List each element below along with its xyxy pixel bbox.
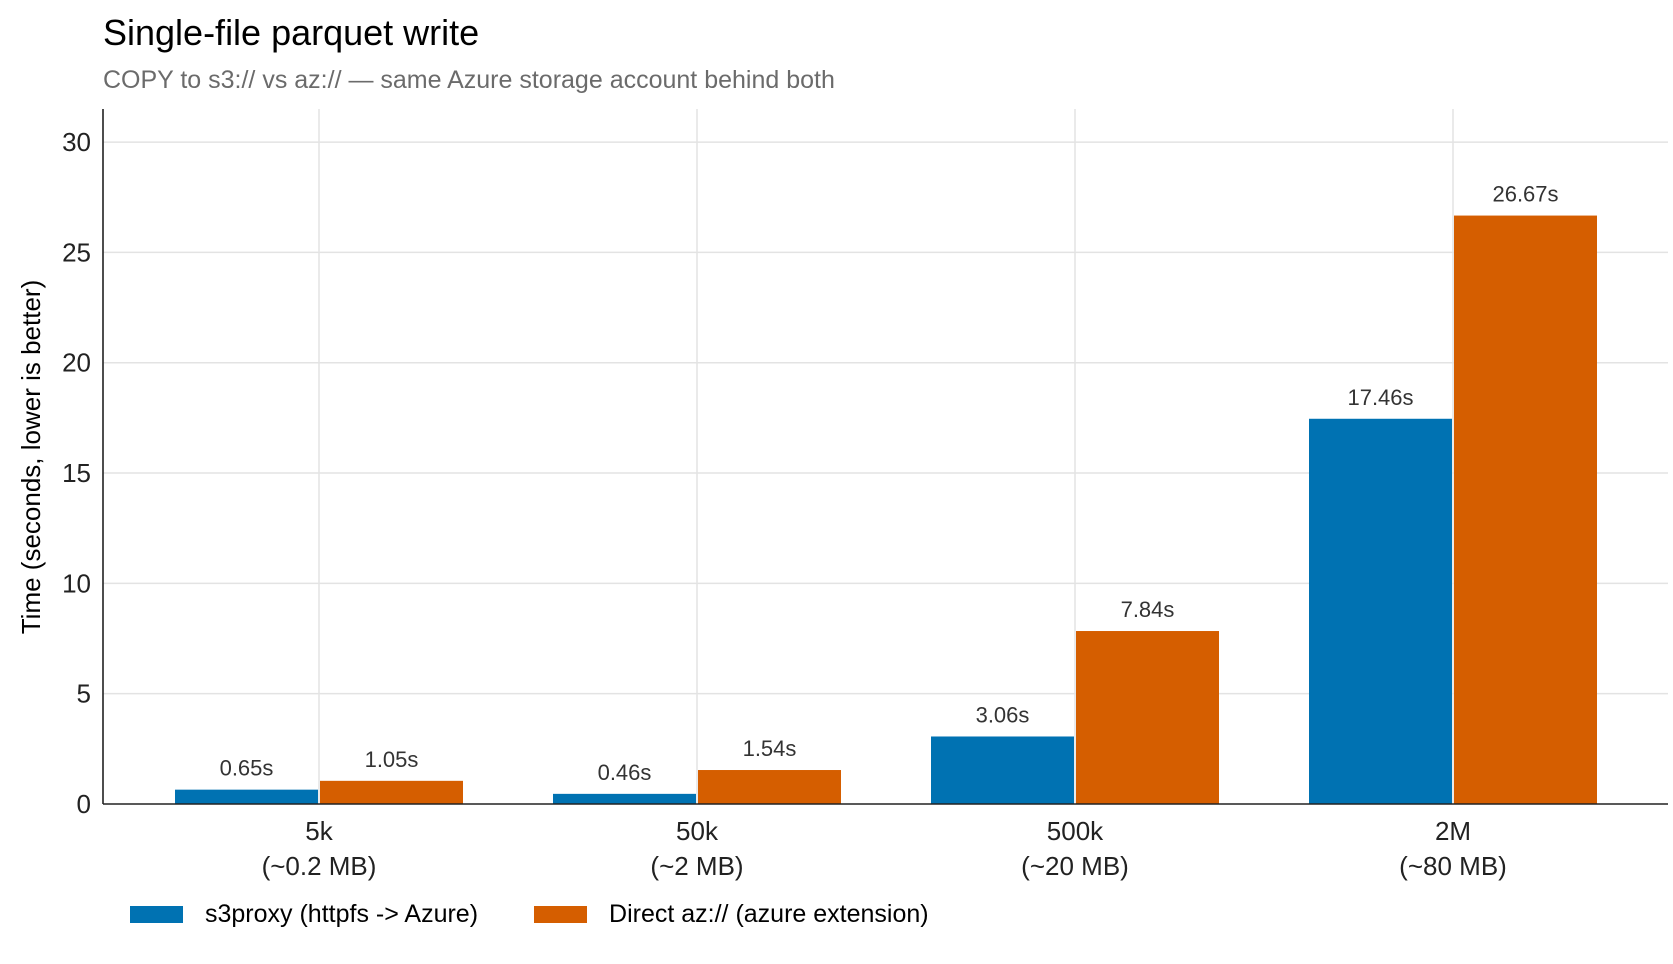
bar-s3proxy-2 — [931, 736, 1074, 804]
gridlines — [103, 109, 1668, 804]
bar-value-label: 3.06s — [976, 702, 1030, 727]
bar-direct-az-1 — [698, 770, 841, 804]
x-tick-label: 2M — [1435, 816, 1471, 846]
x-tick-label: 500k — [1047, 816, 1104, 846]
legend-label-s3proxy: s3proxy (httpfs -> Azure) — [205, 900, 479, 928]
bar-value-label: 26.67s — [1492, 182, 1558, 207]
bar-s3proxy-3 — [1309, 418, 1452, 804]
legend-item-s3proxy: s3proxy (httpfs -> Azure) — [130, 900, 478, 929]
bar-direct-az-3 — [1454, 215, 1597, 805]
y-tick-label: 0 — [77, 789, 91, 819]
legend-swatch-direct-az — [534, 906, 588, 923]
x-tick-label: 5k — [305, 816, 333, 846]
bar-value-label: 17.46s — [1347, 385, 1413, 410]
axes — [102, 109, 1668, 805]
x-tick-sublabel: (~0.2 MB) — [262, 851, 377, 881]
legend-swatch-s3proxy — [130, 906, 183, 923]
y-tick-label: 20 — [62, 348, 91, 378]
bar-value-label: 0.65s — [220, 756, 274, 781]
bars — [175, 215, 1597, 805]
bar-value-label: 0.46s — [598, 760, 652, 785]
bar-labels: 0.65s 0.46s 3.06s 17.46s 1.05s 1.54s 7.84s 26.6… — [220, 182, 1559, 785]
chart-subtitle: COPY to s3:// vs az:// — same Azure stor… — [103, 66, 835, 94]
y-tick-label: 10 — [62, 568, 91, 598]
x-tick-label: 50k — [676, 816, 719, 846]
y-tick-label: 25 — [62, 237, 91, 267]
bar-s3proxy-0 — [175, 789, 318, 804]
x-tick-sublabel: (~2 MB) — [650, 851, 743, 881]
bar-direct-az-2 — [1076, 631, 1219, 804]
x-tick-sublabel: (~20 MB) — [1021, 851, 1129, 881]
legend-label-direct-az: Direct az:// (azure extension) — [609, 900, 929, 928]
bar-value-label: 7.84s — [1121, 597, 1175, 622]
y-tick-label: 15 — [62, 458, 91, 488]
bar-value-label: 1.54s — [743, 736, 797, 761]
bar-value-label: 1.05s — [365, 747, 419, 772]
y-tick-label: 30 — [62, 127, 91, 157]
tick-labels: 0 5 10 15 20 25 30 5k (~0.2 MB) 50k (~2 MB) 500k (~2… — [62, 127, 1507, 881]
y-axis-label: Time (seconds, lower is better) — [16, 280, 46, 634]
bar-chart: Time (seconds, lower is better) 0.65s 0.4… — [16, 109, 1668, 881]
bar-direct-az-0 — [320, 780, 463, 804]
legend: s3proxy (httpfs -> Azure) Direct az:// (… — [130, 900, 985, 929]
x-tick-sublabel: (~80 MB) — [1399, 851, 1507, 881]
y-tick-label: 5 — [77, 679, 91, 709]
bar-s3proxy-1 — [553, 793, 696, 804]
chart-title: Single-file parquet write — [103, 12, 480, 53]
legend-item-direct-az: Direct az:// (azure extension) — [534, 900, 929, 929]
